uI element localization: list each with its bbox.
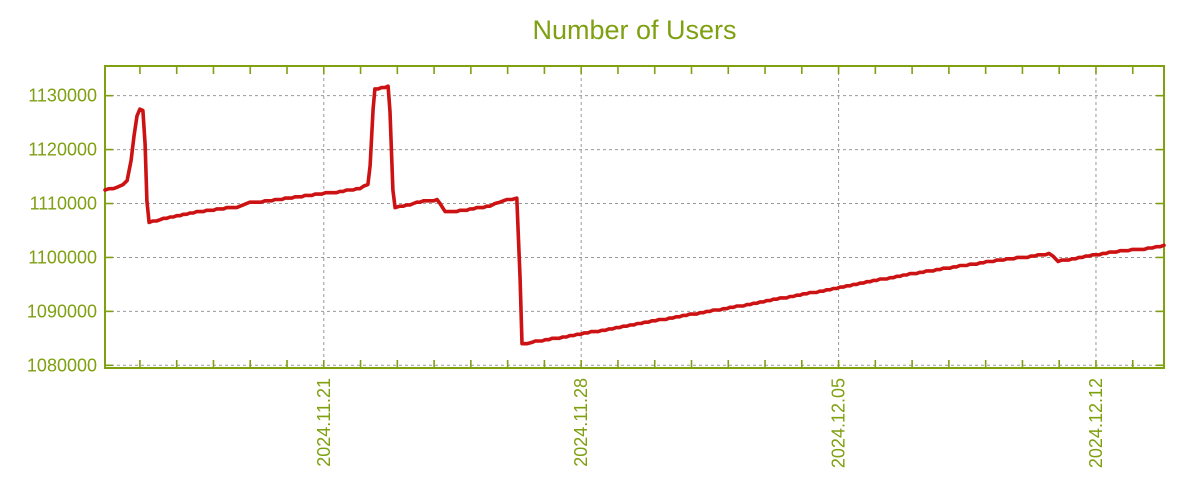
y-tick-label: 1080000 bbox=[27, 355, 97, 375]
y-tick-label: 1110000 bbox=[30, 194, 97, 214]
data-series-line bbox=[103, 84, 1166, 346]
y-tick-label: 1120000 bbox=[28, 140, 97, 160]
x-tick-label: 2024.11.21 bbox=[314, 378, 334, 467]
y-tick-label: 1090000 bbox=[27, 301, 97, 321]
plot-border bbox=[104, 65, 1165, 369]
x-tick-label: 2024.12.05 bbox=[829, 378, 849, 468]
x-tick-label: 2024.11.28 bbox=[571, 378, 591, 467]
y-tick-label: 1100000 bbox=[28, 247, 97, 267]
x-tick-label: 2024.12.12 bbox=[1086, 378, 1106, 468]
chart-title: Number of Users bbox=[532, 15, 737, 45]
y-tick-label: 1130000 bbox=[28, 86, 97, 106]
